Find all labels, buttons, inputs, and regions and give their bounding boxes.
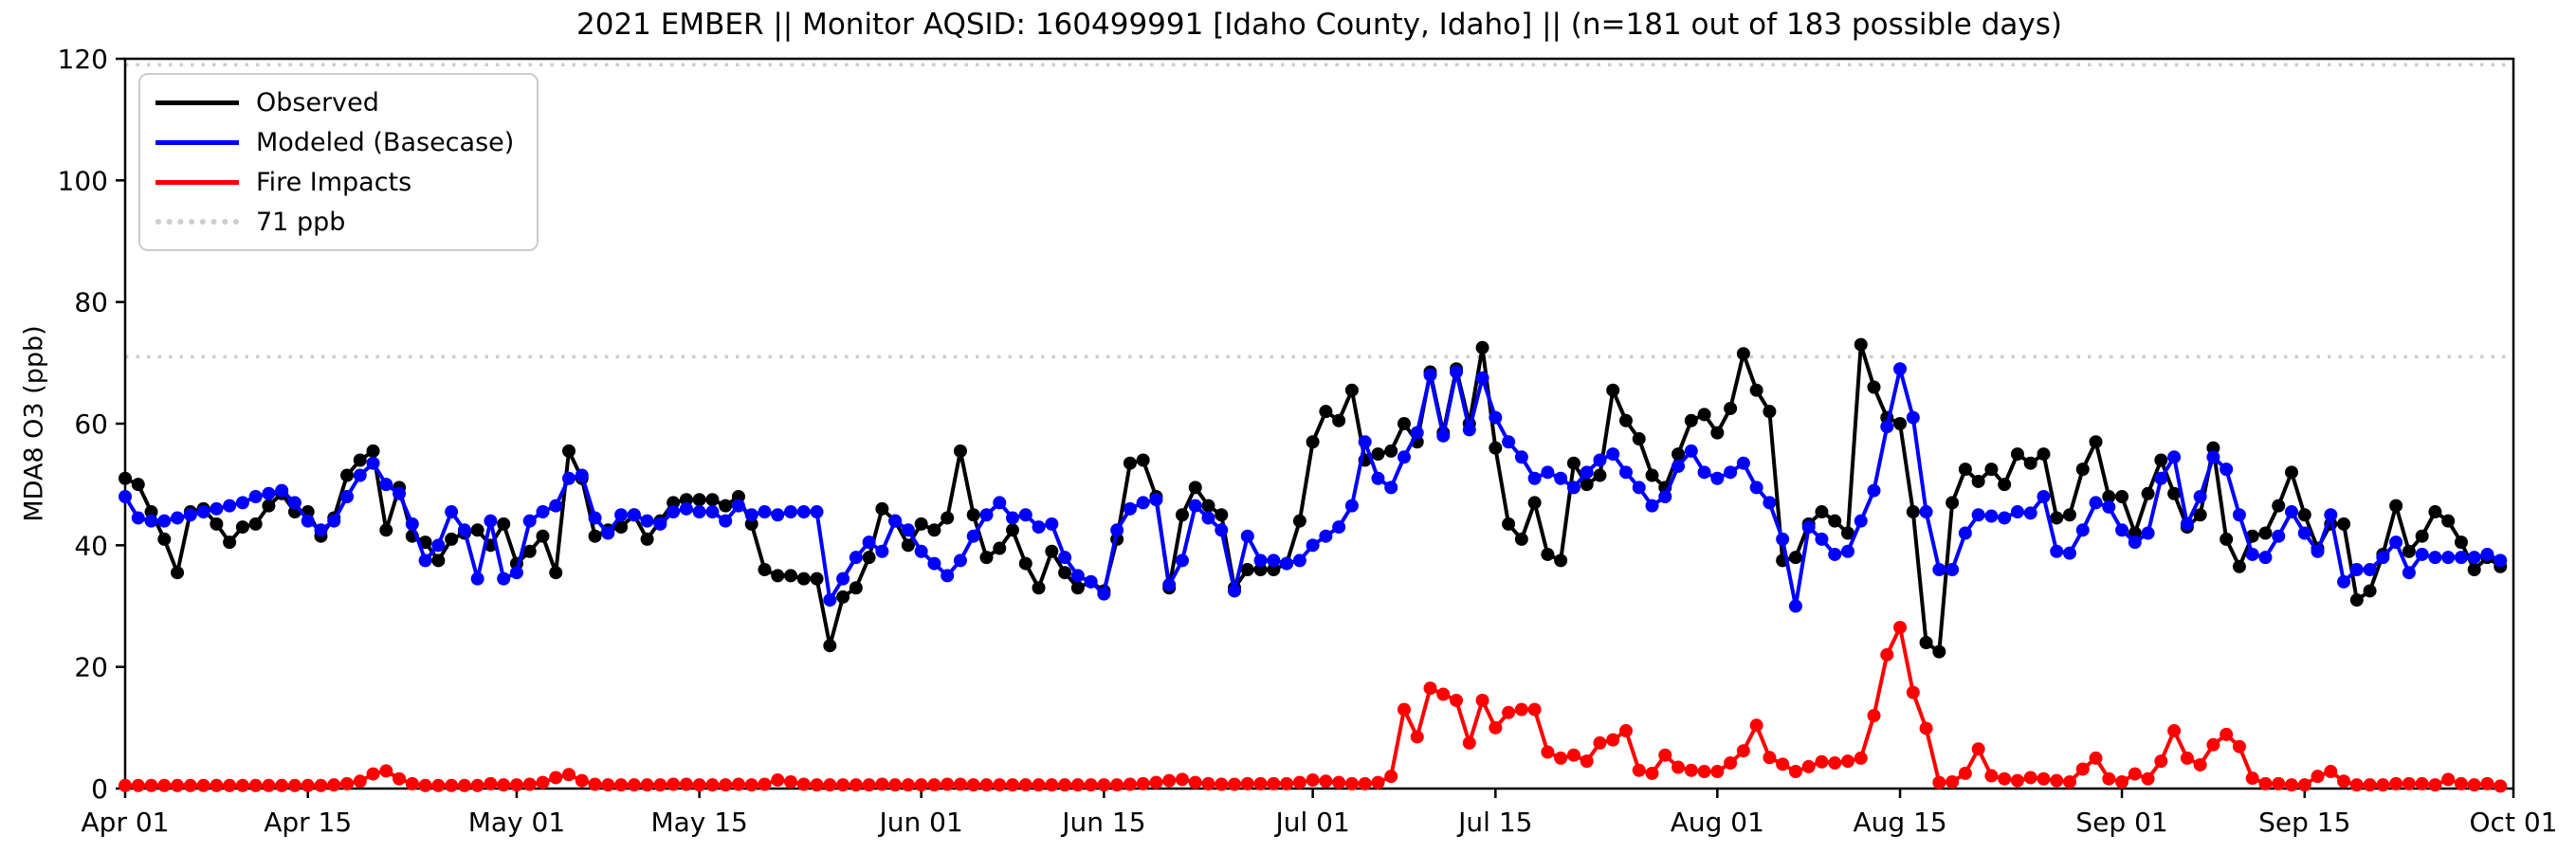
svg-text:May 01: May 01 xyxy=(468,807,565,838)
modeled-line-sample xyxy=(155,139,239,145)
svg-text:0: 0 xyxy=(91,773,108,805)
svg-text:100: 100 xyxy=(58,165,108,196)
svg-text:40: 40 xyxy=(74,530,108,561)
svg-text:80: 80 xyxy=(74,287,108,318)
legend-item-observed: Observed xyxy=(155,82,514,122)
svg-text:20: 20 xyxy=(74,652,108,683)
svg-text:Jun 15: Jun 15 xyxy=(1060,807,1145,838)
svg-text:Oct 01: Oct 01 xyxy=(2470,807,2558,838)
legend-label-threshold: 71 ppb xyxy=(256,207,346,237)
svg-text:Jul 01: Jul 01 xyxy=(1273,807,1349,838)
fire-impacts-line-sample xyxy=(155,179,239,185)
svg-text:Apr 15: Apr 15 xyxy=(264,807,352,838)
svg-text:Jun 01: Jun 01 xyxy=(878,807,963,838)
legend-item-modeled: Modeled (Basecase) xyxy=(155,122,514,162)
legend-label-observed: Observed xyxy=(256,87,379,118)
svg-text:Sep 15: Sep 15 xyxy=(2258,807,2350,838)
svg-text:Sep 01: Sep 01 xyxy=(2075,807,2167,838)
svg-text:May 15: May 15 xyxy=(650,807,747,838)
legend-item-fire-impacts: Fire Impacts xyxy=(155,162,514,202)
legend-item-threshold: 71 ppb xyxy=(155,202,514,242)
threshold-line-sample xyxy=(155,219,239,225)
svg-text:Aug 15: Aug 15 xyxy=(1853,807,1946,838)
svg-text:60: 60 xyxy=(74,408,108,440)
chart-title: 2021 EMBER || Monitor AQSID: 160499991 [… xyxy=(576,8,2062,42)
legend: Observed Modeled (Basecase) Fire Impacts… xyxy=(138,73,539,251)
legend-label-fire-impacts: Fire Impacts xyxy=(256,167,412,197)
legend-label-modeled: Modeled (Basecase) xyxy=(256,127,515,157)
svg-text:Apr 01: Apr 01 xyxy=(82,807,170,838)
svg-text:Jul 15: Jul 15 xyxy=(1456,807,1532,838)
observed-line-sample xyxy=(155,100,239,105)
svg-text:120: 120 xyxy=(58,44,108,75)
svg-text:Aug 01: Aug 01 xyxy=(1671,807,1764,838)
